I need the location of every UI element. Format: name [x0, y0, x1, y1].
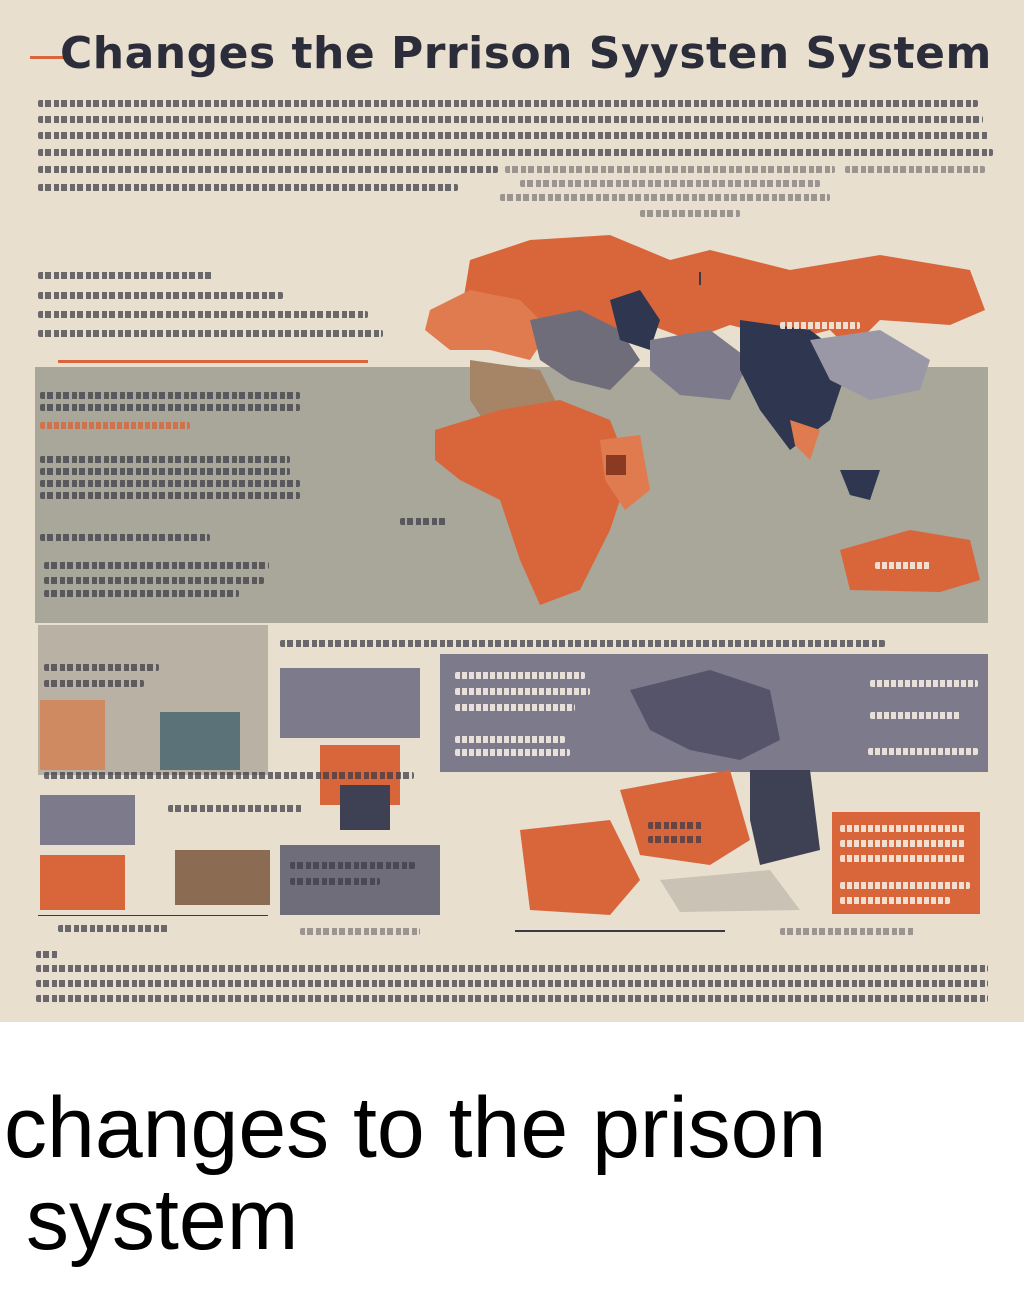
title-accent-dash	[30, 56, 66, 59]
world-map	[425, 235, 985, 605]
orange-block	[40, 700, 105, 770]
infographic-poster: Changes the Prrison Syysten System	[0, 0, 1024, 1022]
mini-card-orange	[40, 855, 125, 910]
lower-heading	[280, 640, 885, 647]
navy-shape	[340, 785, 390, 830]
building-illustration	[175, 850, 270, 905]
caption-line-1: changes to the prison	[4, 1080, 827, 1176]
stat-card-top	[280, 668, 420, 738]
left-baseline	[38, 915, 268, 916]
map-label-east	[780, 322, 860, 329]
teal-block	[160, 712, 240, 770]
image-caption: changes to the prison system	[4, 1082, 1014, 1266]
mini-card	[40, 795, 135, 845]
lower-baseline	[515, 930, 725, 932]
caption-line-2: system	[26, 1172, 299, 1268]
poster-title: Changes the Prrison Syysten System	[60, 28, 992, 79]
regional-map	[520, 670, 820, 915]
map-label-australia	[875, 562, 930, 569]
